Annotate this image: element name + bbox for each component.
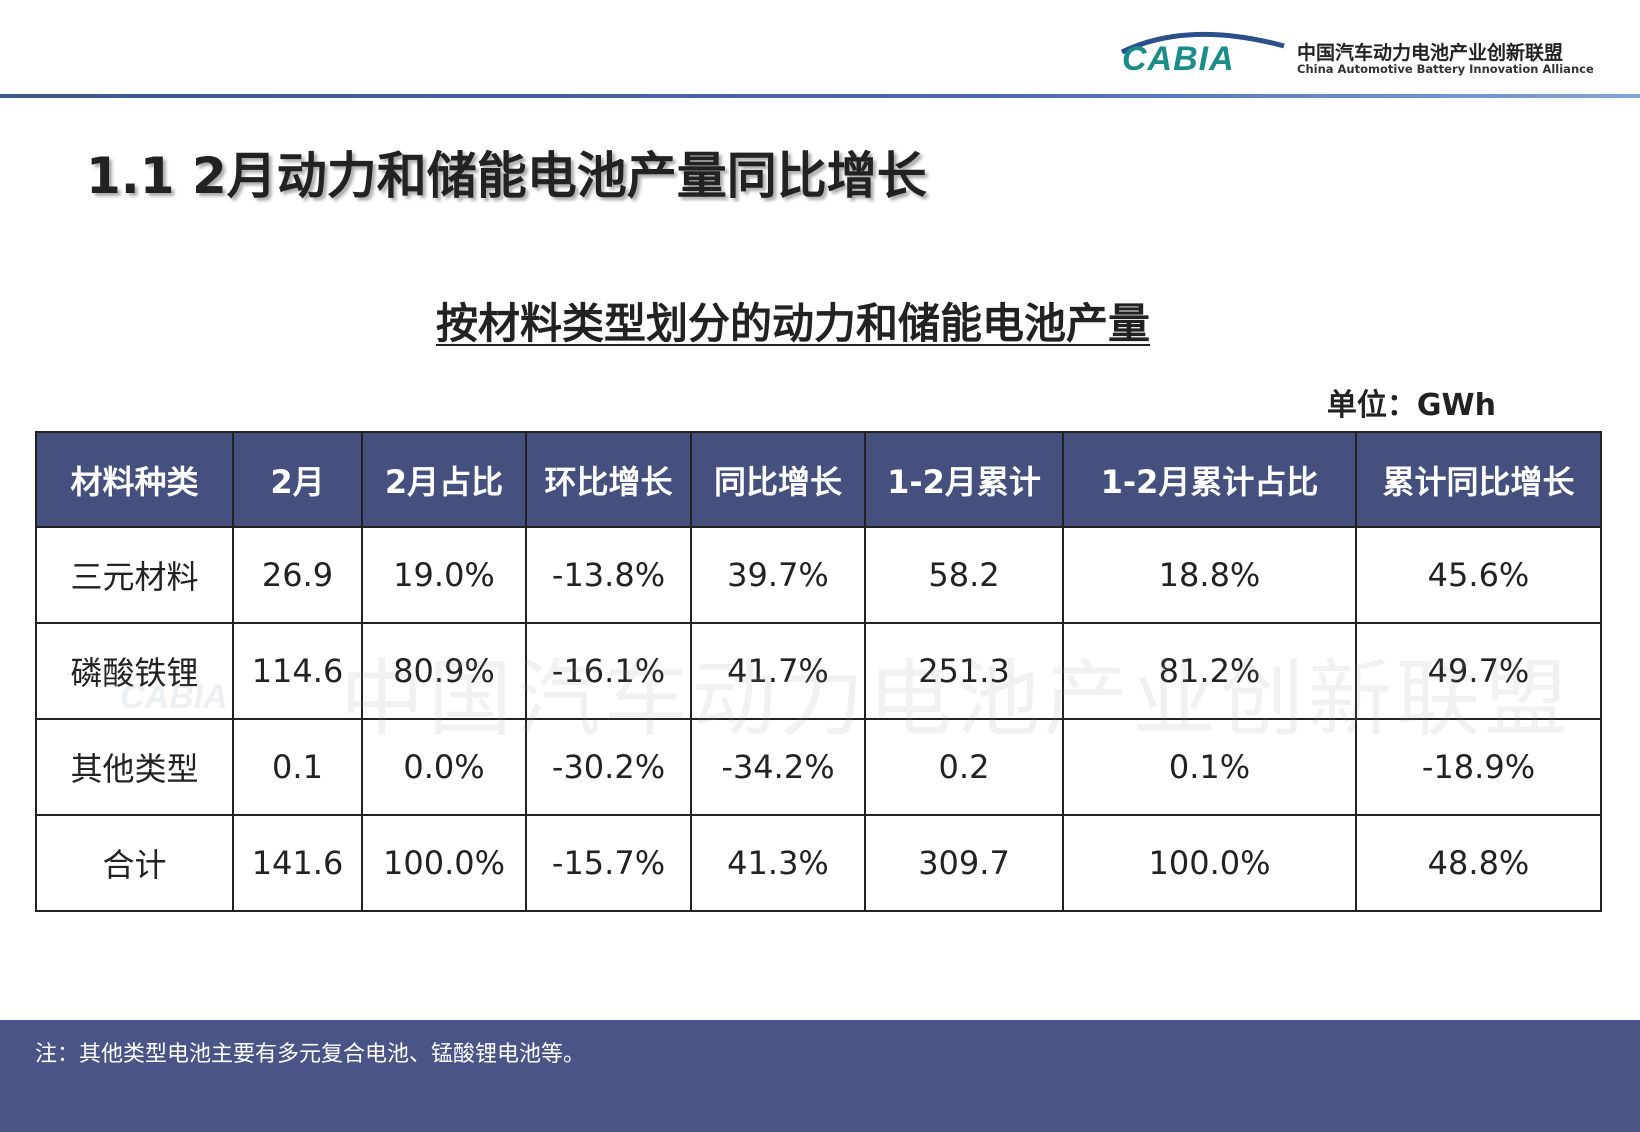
table-cell: 19.0% bbox=[361, 526, 527, 624]
unit-label: 单位：GWh bbox=[1326, 388, 1496, 423]
column-header: 环比增长 bbox=[525, 431, 692, 528]
column-header: 累计同比增长 bbox=[1355, 431, 1602, 528]
table-cell: -13.8% bbox=[525, 526, 692, 624]
watermark-logo: CABIA bbox=[120, 678, 228, 716]
table-cell: 0.2 bbox=[864, 718, 1064, 816]
logo: CABIA bbox=[1122, 40, 1235, 78]
header-row: 材料种类 2月 2月占比 环比增长 同比增长 1-2月累计 1-2月累计占比 累计同比增长 bbox=[35, 431, 1602, 528]
table-cell: 18.8% bbox=[1062, 526, 1357, 624]
table-cell: -34.2% bbox=[690, 718, 866, 816]
footnote: 注：其他类型电池主要有多元复合电池、锰酸锂电池等。 bbox=[35, 1042, 586, 1067]
column-header: 2月 bbox=[232, 431, 363, 528]
header-rule bbox=[0, 94, 1640, 98]
table-cell: 81.2% bbox=[1062, 622, 1357, 720]
table-cell: -16.1% bbox=[525, 622, 692, 720]
table-cell: 80.9% bbox=[361, 622, 527, 720]
table-cell: 0.1% bbox=[1062, 718, 1357, 816]
table-row: 三元材料 26.9 19.0% -13.8% 39.7% 58.2 18.8% 45.6% bbox=[35, 526, 1602, 624]
org-name: 中国汽车动力电池产业创新联盟 bbox=[1297, 42, 1564, 64]
org-name-en: China Automotive Battery Innovation Alli… bbox=[1297, 62, 1594, 76]
table-cell: -30.2% bbox=[525, 718, 692, 816]
table-cell: 49.7% bbox=[1355, 622, 1602, 720]
table-cell: 58.2 bbox=[864, 526, 1064, 624]
row-label: 三元材料 bbox=[35, 526, 234, 624]
column-header: 同比增长 bbox=[690, 431, 866, 528]
table-row: 磷酸铁锂 114.6 80.9% -16.1% 41.7% 251.3 81.2% 49.7% bbox=[35, 622, 1602, 720]
column-header: 1-2月累计 bbox=[864, 431, 1064, 528]
data-table: 材料种类 2月 2月占比 环比增长 同比增长 1-2月累计 1-2月累计占比 累计同比增长 三… bbox=[35, 431, 1602, 912]
table-cell: 114.6 bbox=[232, 622, 363, 720]
table-cell: 251.3 bbox=[864, 622, 1064, 720]
table-title: 按材料类型划分的动力和储能电池产量 bbox=[435, 299, 1150, 348]
table-cell: 45.6% bbox=[1355, 526, 1602, 624]
logo-swoosh bbox=[1120, 31, 1285, 55]
footer-band bbox=[0, 1020, 1640, 1132]
table-cell: 26.9 bbox=[232, 526, 363, 624]
column-header: 材料种类 bbox=[35, 431, 234, 528]
page-title: 1.1 2月动力和储能电池产量同比增长 bbox=[86, 147, 927, 205]
row-label: 合计 bbox=[35, 814, 234, 912]
table-cell: 48.8% bbox=[1355, 814, 1602, 912]
table-cell: 41.7% bbox=[690, 622, 866, 720]
table-cell: 309.7 bbox=[864, 814, 1064, 912]
table-row: 合计 141.6 100.0% -15.7% 41.3% 309.7 100.0% 48.8% bbox=[35, 814, 1602, 912]
table-cell: 100.0% bbox=[361, 814, 527, 912]
table-cell: 0.1 bbox=[232, 718, 363, 816]
row-label: 磷酸铁锂 bbox=[35, 622, 234, 720]
table-cell: -15.7% bbox=[525, 814, 692, 912]
column-header: 1-2月累计占比 bbox=[1062, 431, 1357, 528]
column-header: 2月占比 bbox=[361, 431, 527, 528]
table-cell: 39.7% bbox=[690, 526, 866, 624]
table-cell: -18.9% bbox=[1355, 718, 1602, 816]
table-cell: 0.0% bbox=[361, 718, 527, 816]
table-cell: 41.3% bbox=[690, 814, 866, 912]
row-label: 其他类型 bbox=[35, 718, 234, 816]
table-cell: 100.0% bbox=[1062, 814, 1357, 912]
table-cell: 141.6 bbox=[232, 814, 363, 912]
table-row: 其他类型 0.1 0.0% -30.2% -34.2% 0.2 0.1% -18.9% bbox=[35, 718, 1602, 816]
